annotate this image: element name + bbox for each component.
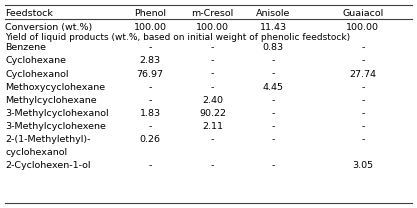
Text: 1.83: 1.83 [140, 109, 161, 118]
Text: Cyclohexane: Cyclohexane [5, 56, 66, 66]
Text: -: - [148, 122, 152, 131]
Text: -: - [211, 83, 214, 92]
Text: 0.26: 0.26 [140, 135, 161, 144]
Text: 2.83: 2.83 [140, 56, 161, 66]
Text: 3-Methylcyclohexene: 3-Methylcyclohexene [5, 122, 106, 131]
Text: -: - [148, 161, 152, 170]
Text: Anisole: Anisole [256, 9, 290, 18]
Text: Guaiacol: Guaiacol [342, 9, 383, 18]
Text: 3.05: 3.05 [352, 161, 373, 170]
Text: -: - [361, 135, 364, 144]
Text: Phenol: Phenol [134, 9, 166, 18]
Text: 27.74: 27.74 [349, 69, 376, 79]
Text: Yield of liquid products (wt.%, based on initial weight of phenolic feedstock): Yield of liquid products (wt.%, based on… [5, 33, 350, 42]
Text: -: - [211, 161, 214, 170]
Text: 4.45: 4.45 [263, 83, 284, 92]
Text: -: - [271, 161, 275, 170]
Text: m-Cresol: m-Cresol [191, 9, 234, 18]
Text: -: - [271, 69, 275, 79]
Text: -: - [271, 56, 275, 66]
Text: -: - [148, 43, 152, 52]
Text: -: - [148, 96, 152, 105]
Text: 0.83: 0.83 [263, 43, 284, 52]
Text: 90.22: 90.22 [199, 109, 226, 118]
Text: 100.00: 100.00 [133, 22, 167, 32]
Text: 3-Methylcyclohexanol: 3-Methylcyclohexanol [5, 109, 109, 118]
Text: -: - [361, 83, 364, 92]
Text: -: - [211, 43, 214, 52]
Text: Cyclohexanol: Cyclohexanol [5, 69, 68, 79]
Text: cyclohexanol: cyclohexanol [5, 148, 67, 157]
Text: -: - [361, 109, 364, 118]
Text: Methoxycyclohexane: Methoxycyclohexane [5, 83, 105, 92]
Text: -: - [271, 122, 275, 131]
Text: 2-Cyclohexen-1-ol: 2-Cyclohexen-1-ol [5, 161, 90, 170]
Text: -: - [361, 43, 364, 52]
Text: Methylcyclohexane: Methylcyclohexane [5, 96, 97, 105]
Text: -: - [148, 83, 152, 92]
Text: -: - [361, 56, 364, 66]
Text: Conversion (wt.%): Conversion (wt.%) [5, 22, 92, 32]
Text: -: - [271, 109, 275, 118]
Text: 76.97: 76.97 [137, 69, 163, 79]
Text: -: - [211, 69, 214, 79]
Text: -: - [271, 96, 275, 105]
Text: -: - [361, 122, 364, 131]
Text: 2.40: 2.40 [202, 96, 223, 105]
Text: -: - [361, 96, 364, 105]
Text: 100.00: 100.00 [196, 22, 229, 32]
Text: -: - [211, 56, 214, 66]
Text: 11.43: 11.43 [259, 22, 287, 32]
Text: 2-(1-Methylethyl)-: 2-(1-Methylethyl)- [5, 135, 90, 144]
Text: 100.00: 100.00 [346, 22, 379, 32]
Text: 2.11: 2.11 [202, 122, 223, 131]
Text: -: - [271, 135, 275, 144]
Text: Feedstock: Feedstock [5, 9, 53, 18]
Text: Benzene: Benzene [5, 43, 46, 52]
Text: -: - [211, 135, 214, 144]
